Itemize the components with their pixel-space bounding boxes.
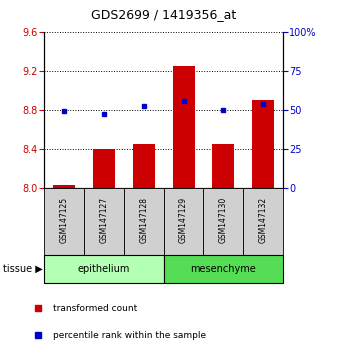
Text: GSM147125: GSM147125 [60,197,69,243]
Bar [133,144,155,188]
Text: GSM147129: GSM147129 [179,197,188,243]
Text: GSM147130: GSM147130 [219,197,228,243]
Bar [164,188,204,255]
Text: transformed count: transformed count [53,304,137,313]
Bar [124,188,164,255]
Text: GSM147132: GSM147132 [258,197,268,243]
Text: epithelium: epithelium [78,264,130,274]
Bar [204,188,243,255]
Text: mesenchyme: mesenchyme [191,264,256,274]
Text: percentile rank within the sample: percentile rank within the sample [53,331,206,340]
Bar [44,188,84,255]
Bar [84,188,124,255]
Bar [44,255,164,283]
Bar [53,185,75,188]
Bar [252,100,274,188]
Text: GSM147127: GSM147127 [100,197,108,243]
Bar [164,255,283,283]
Text: tissue ▶: tissue ▶ [3,264,43,274]
Text: GSM147128: GSM147128 [139,197,148,243]
Bar [212,144,234,188]
Bar [173,66,194,188]
Text: GDS2699 / 1419356_at: GDS2699 / 1419356_at [91,8,236,21]
Bar [243,188,283,255]
Bar [93,149,115,188]
